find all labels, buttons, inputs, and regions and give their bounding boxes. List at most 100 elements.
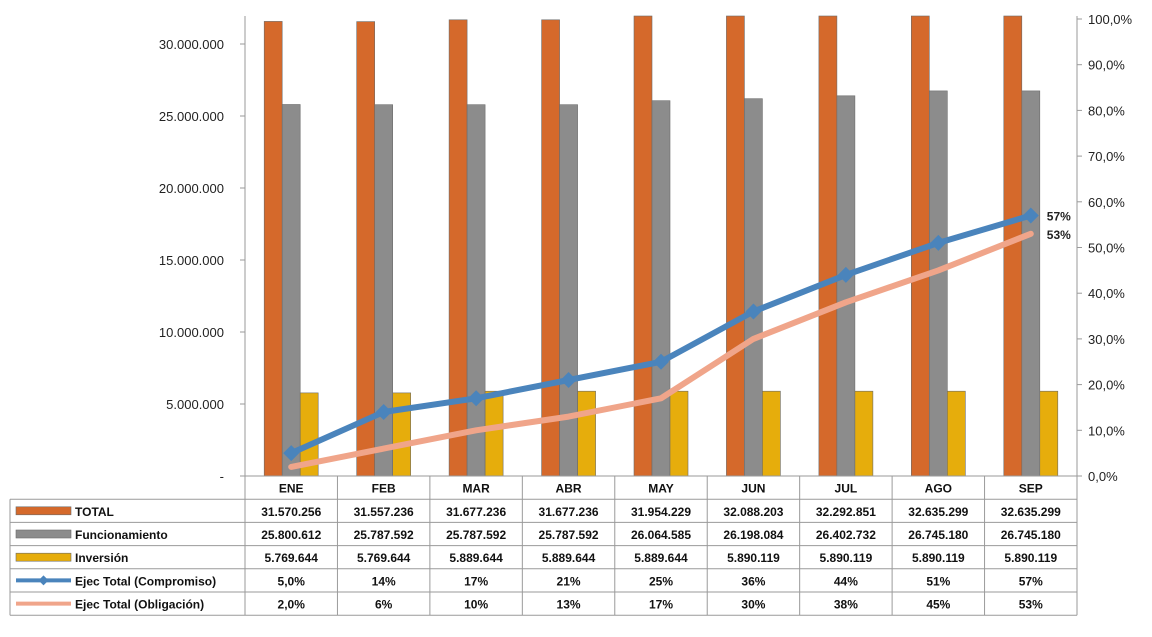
right-tick-label: 40,0% bbox=[1088, 286, 1125, 301]
right-tick-label: 60,0% bbox=[1088, 195, 1125, 210]
right-tick-label: 10,0% bbox=[1088, 423, 1125, 438]
table-cell: 26.402.732 bbox=[816, 528, 876, 542]
table-cell: 5.889.644 bbox=[634, 551, 688, 565]
data-table: ENE FEB MAR ABR MAY JUN JUL AGO SEP TOTAL 31.570.2… bbox=[9, 476, 1078, 616]
bar-total-feb bbox=[356, 21, 376, 477]
legend-label-3: Ejec Total (Compromiso) bbox=[75, 574, 216, 588]
point-compromiso-ago bbox=[930, 234, 947, 251]
legend-label-4: Ejec Total (Obligación) bbox=[75, 598, 204, 612]
bar-funcionamiento-jul bbox=[836, 95, 856, 477]
table-cell: 5.890.119 bbox=[1004, 551, 1057, 565]
right-tick-label: 100,0% bbox=[1088, 12, 1133, 27]
end-label-compromiso: 57% bbox=[1047, 210, 1071, 224]
bar-layer bbox=[263, 15, 1059, 477]
left-tick-label: 20.000.000 bbox=[159, 181, 224, 196]
table-cell: 2,0% bbox=[278, 598, 306, 612]
right-tick-label: 50,0% bbox=[1088, 241, 1125, 256]
line-obligacion bbox=[288, 230, 1034, 470]
end-label-obligacion: 53% bbox=[1047, 228, 1071, 242]
table-cell: 26.198.084 bbox=[723, 528, 783, 542]
bar-funcionamiento-mar bbox=[466, 104, 486, 477]
table-cell: 6% bbox=[375, 598, 393, 612]
bar-total-mar bbox=[448, 19, 468, 477]
right-tick-label: 20,0% bbox=[1088, 378, 1125, 393]
table-cell: 5.890.119 bbox=[820, 551, 873, 565]
table-cell: 51% bbox=[926, 574, 950, 588]
table-cell: 5.769.644 bbox=[357, 551, 411, 565]
bar-total-jul bbox=[818, 15, 838, 477]
bar-inversi-n-abr bbox=[577, 390, 596, 477]
table-cell: 25% bbox=[649, 574, 673, 588]
table-cell: 5.769.644 bbox=[265, 551, 319, 565]
left-tick-label: 30.000.000 bbox=[159, 37, 224, 52]
table-cell: 25.800.612 bbox=[261, 528, 321, 542]
table-cell: 25.787.592 bbox=[446, 528, 506, 542]
legend-key-marker bbox=[38, 575, 49, 586]
table-cell: 36% bbox=[741, 574, 765, 588]
category-label-jul: JUL bbox=[835, 482, 858, 496]
right-tick-label: 0,0% bbox=[1088, 469, 1118, 484]
table-cell: 26.745.180 bbox=[908, 528, 968, 542]
table-cell: 57% bbox=[1019, 574, 1043, 588]
point-compromiso-mar bbox=[468, 390, 485, 407]
table-cell: 21% bbox=[557, 574, 581, 588]
point-compromiso-abr bbox=[560, 372, 577, 389]
bar-inversi-n-mar bbox=[484, 390, 504, 477]
bar-inversi-n-jul bbox=[854, 390, 874, 477]
left-tick-label: - bbox=[220, 469, 224, 484]
legend-key-total bbox=[15, 506, 72, 516]
category-label-ago: AGO bbox=[925, 482, 952, 496]
table-cell: 32.635.299 bbox=[908, 505, 968, 519]
table-cell: 30% bbox=[741, 598, 765, 612]
table-cell: 31.677.236 bbox=[446, 505, 506, 519]
category-label-may: MAY bbox=[648, 482, 674, 496]
bar-funcionamiento-feb bbox=[374, 104, 394, 477]
right-tick-label: 70,0% bbox=[1088, 149, 1125, 164]
category-label-mar: MAR bbox=[462, 482, 490, 496]
axes-layer: - 5.000.000 10.000.000 15.000.000 20.000.000… bbox=[159, 12, 1133, 484]
table-cell: 31.677.236 bbox=[539, 505, 599, 519]
right-tick-label: 80,0% bbox=[1088, 103, 1125, 118]
bar-total-abr bbox=[541, 19, 560, 477]
point-compromiso-sep bbox=[1022, 207, 1039, 224]
left-tick-label: 25.000.000 bbox=[159, 109, 224, 124]
point-compromiso-feb bbox=[375, 404, 392, 421]
category-label-sep: SEP bbox=[1019, 482, 1043, 496]
table-cell: 32.088.203 bbox=[723, 505, 783, 519]
table-cell: 31.570.256 bbox=[261, 505, 321, 519]
legend-label-0: TOTAL bbox=[75, 505, 114, 519]
legend-label-1: Funcionamiento bbox=[75, 528, 168, 542]
category-label-ene: ENE bbox=[279, 482, 304, 496]
category-label-abr: ABR bbox=[556, 482, 582, 496]
table-cell: 31.557.236 bbox=[354, 505, 414, 519]
bar-funcionamiento-ene bbox=[281, 104, 301, 477]
bar-inversi-n-sep bbox=[1039, 390, 1059, 477]
bar-inversi-n-ago bbox=[946, 390, 966, 477]
line-layer: 57%53% bbox=[283, 207, 1071, 470]
category-label-feb: FEB bbox=[372, 482, 396, 496]
table-cell: 13% bbox=[557, 598, 581, 612]
bar-funcionamiento-jun bbox=[744, 98, 763, 477]
bar-inversi-n-jun bbox=[762, 390, 781, 477]
point-compromiso-jul bbox=[837, 266, 854, 283]
table-cell: 10% bbox=[464, 598, 488, 612]
bar-funcionamiento-may bbox=[651, 100, 671, 477]
point-compromiso-ene bbox=[283, 445, 300, 462]
table-cell: 14% bbox=[372, 574, 396, 588]
table-cell: 53% bbox=[1019, 598, 1043, 612]
bar-total-ene bbox=[263, 21, 283, 477]
left-tick-label: 10.000.000 bbox=[159, 325, 224, 340]
left-tick-label: 15.000.000 bbox=[159, 253, 224, 268]
table-cell: 44% bbox=[834, 574, 858, 588]
table-cell: 25.787.592 bbox=[539, 528, 599, 542]
table-cell: 31.954.229 bbox=[631, 505, 691, 519]
right-tick-label: 30,0% bbox=[1088, 332, 1125, 347]
bar-inversi-n-may bbox=[669, 390, 689, 477]
table-cell: 17% bbox=[464, 574, 488, 588]
table-cell: 38% bbox=[834, 598, 858, 612]
left-tick-label: 5.000.000 bbox=[166, 397, 224, 412]
table-cell: 5.890.119 bbox=[727, 551, 780, 565]
table-cell: 45% bbox=[926, 598, 950, 612]
legend-key-funcionamiento bbox=[15, 529, 72, 539]
